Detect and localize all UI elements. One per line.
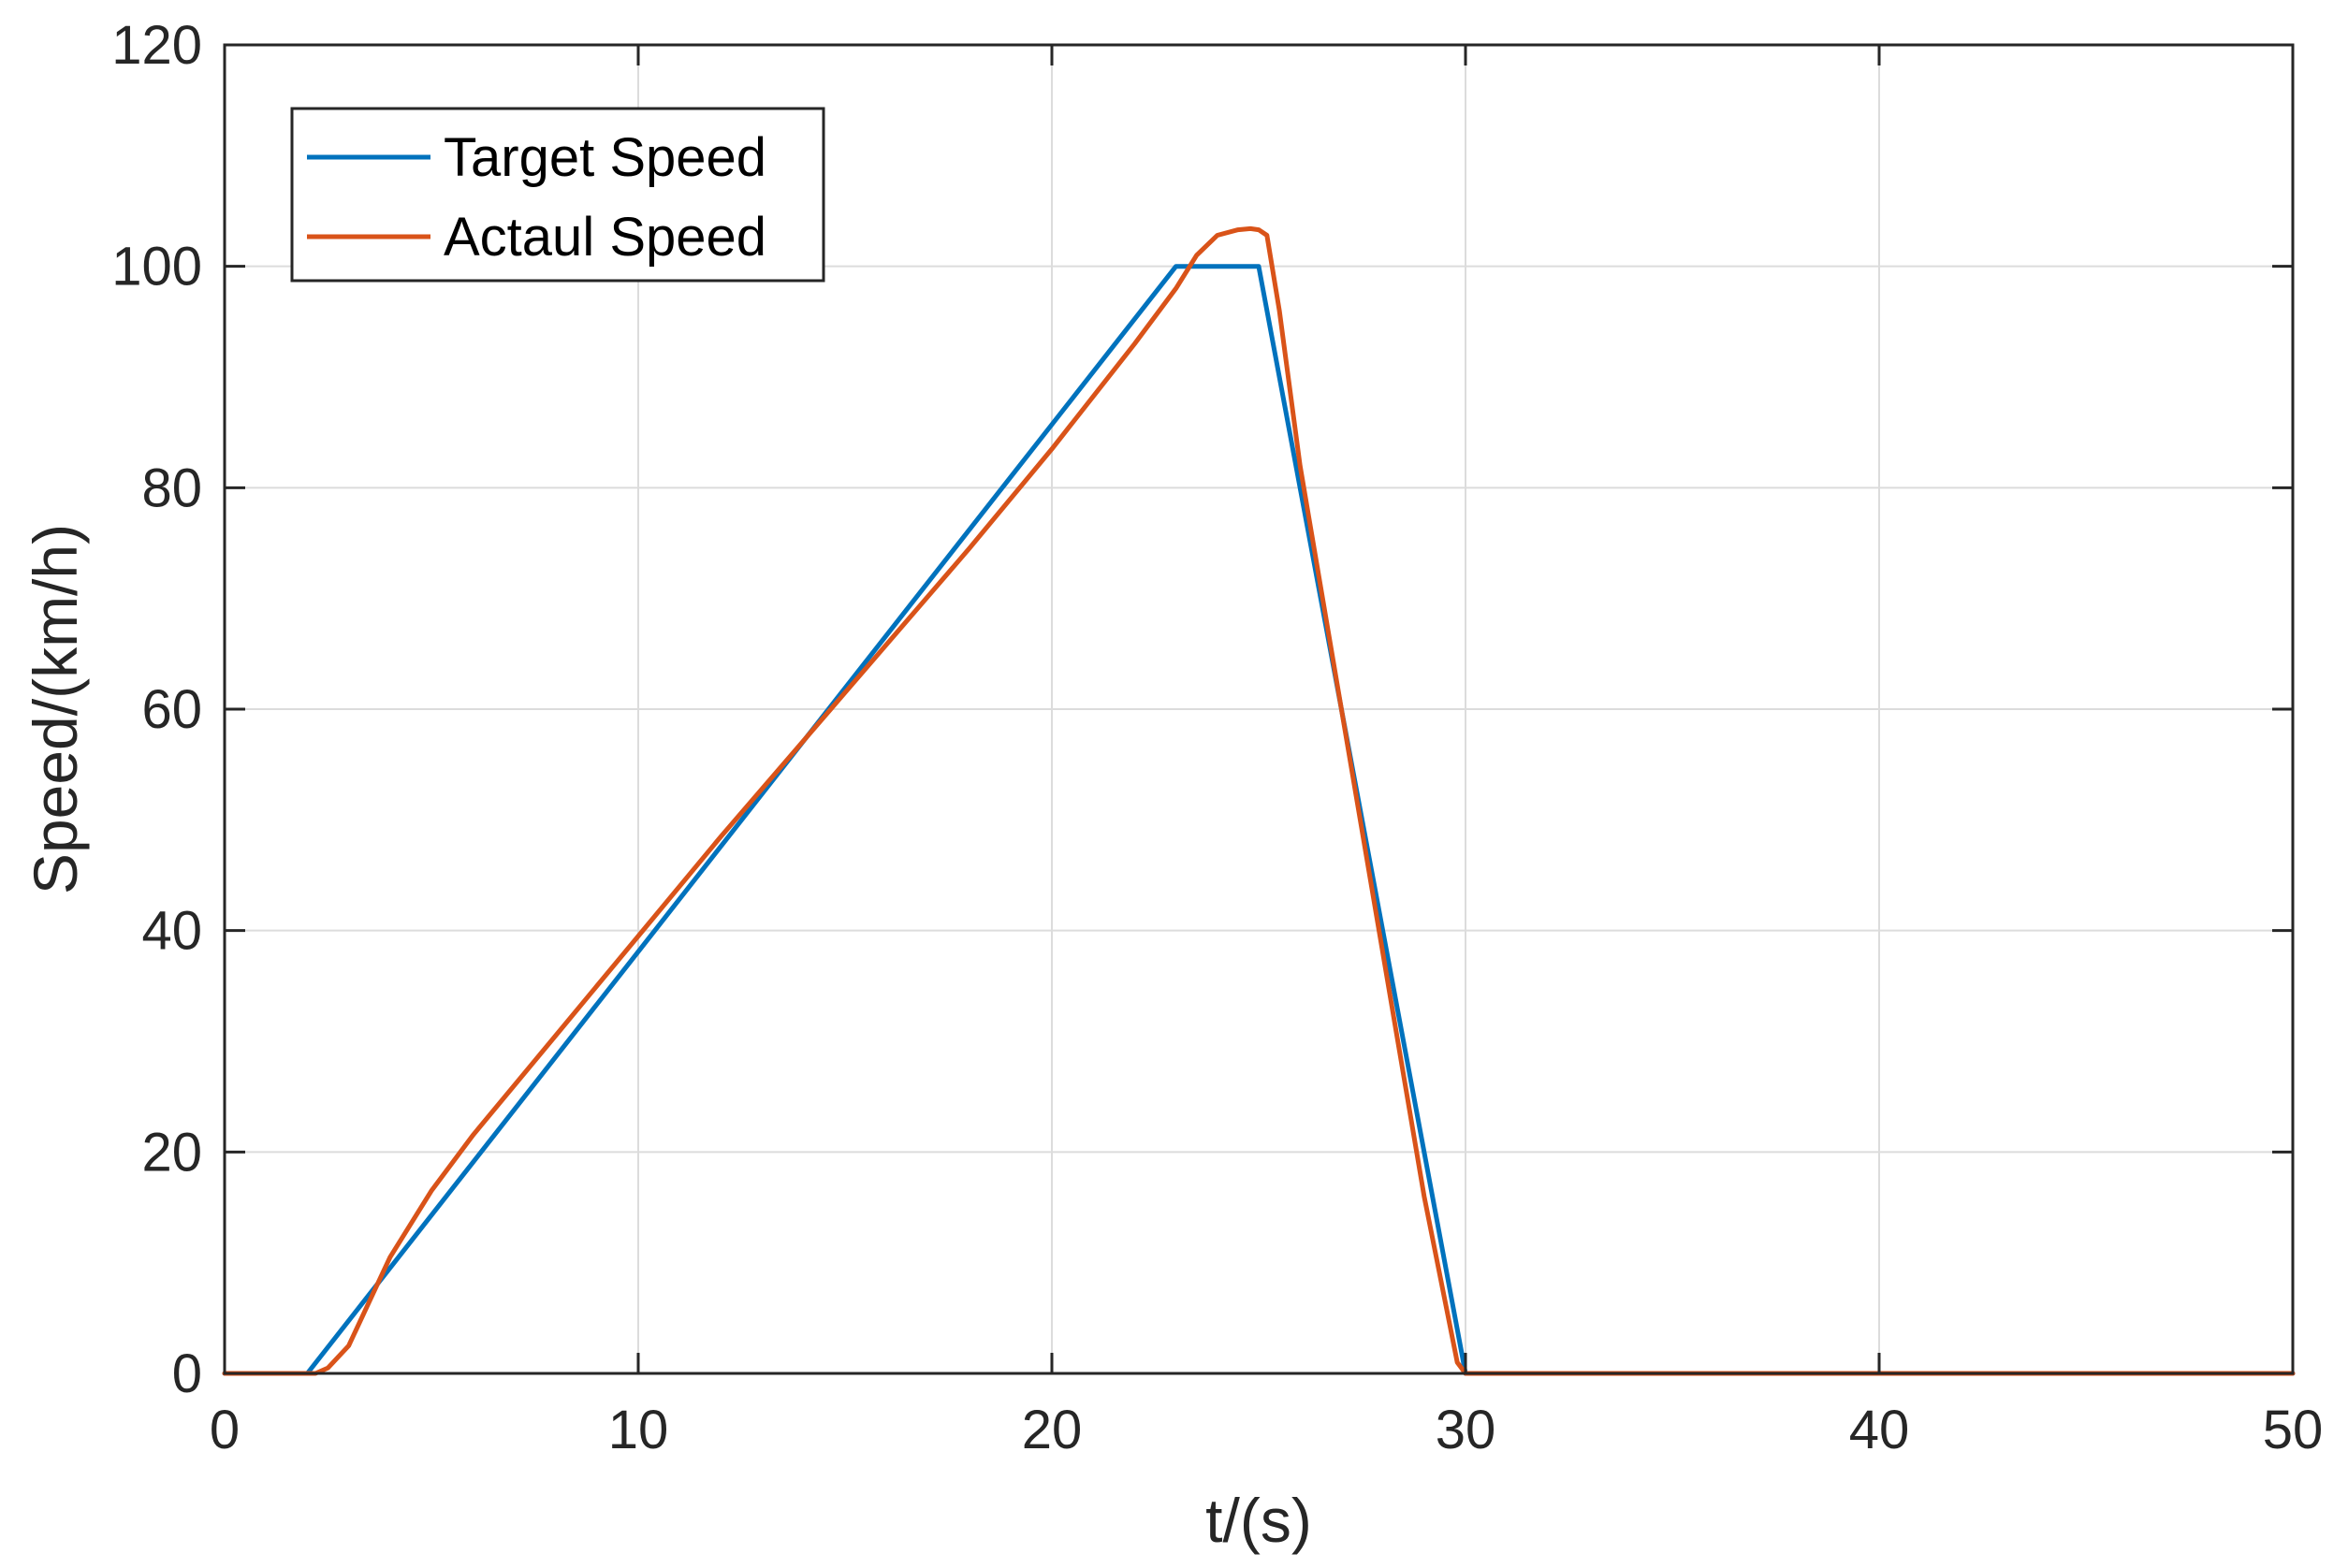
y-tick-label: 100 (111, 237, 202, 298)
y-tick-label: 60 (141, 679, 202, 740)
legend: Target Speed Actaul Speed (290, 107, 825, 283)
x-tick-label: 30 (1436, 1400, 1496, 1460)
y-tick-label: 20 (141, 1122, 202, 1183)
x-tick-label: 50 (2263, 1400, 2324, 1460)
legend-box (290, 107, 825, 283)
x-tick-label: 0 (210, 1400, 240, 1460)
x-tick-label: 10 (608, 1400, 669, 1460)
x-tick-label: 20 (1022, 1400, 1083, 1460)
axis-ticks (223, 43, 2295, 1375)
x-axis-title: t/(s) (1205, 1486, 1312, 1555)
y-tick-labels: 0 20 40 60 80 100 120 (111, 15, 202, 1404)
legend-label-actual-speed: Actaul Speed (444, 207, 766, 268)
legend-label-target-speed: Target Speed (444, 127, 766, 188)
y-tick-label: 40 (141, 901, 202, 962)
y-tick-label: 120 (111, 15, 202, 76)
y-axis-title: Speed/(km/h) (21, 524, 90, 894)
grid-lines (224, 44, 2294, 1374)
y-tick-label: 80 (141, 457, 202, 518)
y-tick-label: 0 (172, 1343, 202, 1404)
x-tick-labels: 0 10 20 30 40 50 (210, 1400, 2323, 1460)
series-line-actaul-speed (222, 225, 2296, 1376)
x-tick-label: 40 (1849, 1400, 1910, 1460)
